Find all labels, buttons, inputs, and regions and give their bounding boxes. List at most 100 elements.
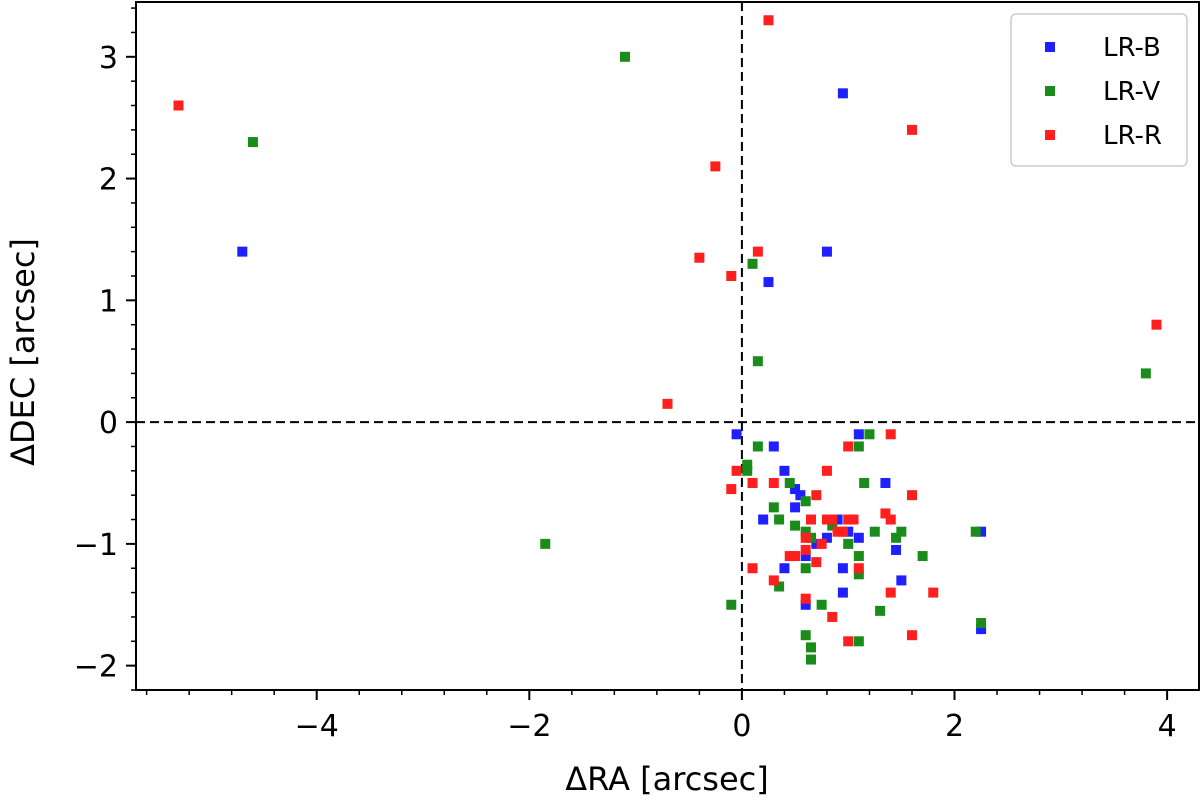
- point-lr-b: [800, 599, 811, 610]
- point-lr-r: [837, 526, 848, 537]
- point-lr-b: [763, 277, 774, 288]
- point-lr-r: [885, 587, 896, 598]
- point-lr-v: [917, 551, 928, 562]
- point-lr-r: [832, 526, 843, 537]
- point-lr-r: [800, 544, 811, 555]
- point-lr-r: [906, 490, 917, 501]
- point-lr-v: [869, 526, 880, 537]
- point-lr-r: [811, 557, 822, 568]
- point-lr-r: [848, 514, 859, 525]
- y-tick-label: 2: [99, 163, 118, 198]
- point-lr-r: [747, 563, 758, 574]
- point-lr-r: [752, 246, 763, 257]
- x-tick-label: 0: [732, 709, 751, 744]
- point-lr-r: [806, 514, 817, 525]
- point-lr-v: [853, 569, 864, 580]
- x-axis-label: ΔRA [arcsec]: [565, 760, 768, 798]
- legend: LR-B LR-V LR-R: [1010, 13, 1188, 167]
- point-lr-r: [173, 100, 184, 111]
- point-lr-v: [800, 496, 811, 507]
- point-lr-b: [811, 538, 822, 549]
- point-lr-b: [790, 484, 801, 495]
- point-lr-v: [726, 599, 737, 610]
- point-lr-b: [843, 526, 854, 537]
- point-lr-r: [731, 465, 742, 476]
- point-lr-r: [885, 514, 896, 525]
- point-lr-v: [752, 356, 763, 367]
- point-lr-r: [662, 398, 673, 409]
- data-points: [173, 15, 1162, 665]
- point-lr-v: [747, 258, 758, 269]
- point-lr-b: [976, 526, 987, 537]
- point-lr-v: [853, 441, 864, 452]
- point-lr-v: [806, 532, 817, 543]
- point-lr-r: [827, 514, 838, 525]
- point-lr-r: [694, 252, 705, 263]
- point-lr-v: [891, 532, 902, 543]
- point-lr-r: [726, 484, 737, 495]
- point-lr-r: [843, 514, 854, 525]
- y-tick-label: 1: [99, 284, 118, 319]
- legend-marker-lr-r: [1045, 130, 1055, 140]
- point-lr-v: [800, 526, 811, 537]
- point-lr-v: [806, 654, 817, 665]
- y-tick-label: 0: [99, 406, 118, 441]
- point-lr-r: [843, 636, 854, 647]
- point-lr-v: [540, 538, 551, 549]
- legend-marker-lr-v: [1045, 86, 1055, 96]
- point-lr-b: [758, 514, 769, 525]
- reference-lines: [136, 2, 1199, 690]
- x-tick-label: −4: [295, 709, 339, 744]
- point-lr-v: [742, 459, 753, 470]
- point-lr-b: [891, 544, 902, 555]
- point-lr-r: [827, 611, 838, 622]
- point-lr-r: [768, 477, 779, 488]
- y-tick-label: 3: [99, 41, 118, 76]
- point-lr-r: [906, 630, 917, 641]
- point-lr-r: [1151, 319, 1162, 330]
- point-lr-b: [795, 490, 806, 501]
- y-axis-label: ΔDEC [arcsec]: [4, 238, 42, 466]
- point-lr-b: [779, 563, 790, 574]
- point-lr-r: [710, 161, 721, 172]
- point-lr-r: [880, 508, 891, 519]
- point-lr-b: [779, 465, 790, 476]
- point-lr-v: [853, 551, 864, 562]
- point-lr-v: [816, 599, 827, 610]
- point-lr-b: [800, 551, 811, 562]
- point-lr-r: [885, 429, 896, 440]
- point-lr-r: [843, 441, 854, 452]
- point-lr-v: [976, 618, 987, 629]
- point-lr-r: [853, 563, 864, 574]
- point-lr-v: [774, 581, 785, 592]
- point-lr-r: [726, 270, 737, 281]
- point-lr-v: [806, 642, 817, 653]
- point-lr-b: [821, 532, 832, 543]
- point-lr-b: [731, 429, 742, 440]
- point-lr-v: [752, 441, 763, 452]
- y-tick-label: −1: [74, 528, 118, 563]
- point-lr-r: [816, 538, 827, 549]
- point-lr-r: [821, 514, 832, 525]
- point-lr-b: [237, 246, 248, 257]
- point-lr-r: [811, 490, 822, 501]
- point-lr-v: [875, 605, 886, 616]
- point-lr-v: [970, 526, 981, 537]
- x-tick-label: 4: [1158, 709, 1177, 744]
- point-lr-v: [1140, 368, 1151, 379]
- point-lr-v: [864, 429, 875, 440]
- legend-label-lr-r: LR-R: [1103, 121, 1162, 151]
- point-lr-b: [768, 441, 779, 452]
- point-lr-v: [843, 538, 854, 549]
- legend-label-lr-v: LR-V: [1103, 77, 1160, 107]
- plot-frame: [135, 1, 1200, 691]
- point-lr-r: [906, 124, 917, 135]
- point-lr-v: [853, 636, 864, 647]
- point-lr-b: [821, 246, 832, 257]
- point-lr-v: [827, 520, 838, 531]
- point-lr-v: [619, 51, 630, 62]
- point-lr-v: [800, 563, 811, 574]
- point-lr-v: [784, 477, 795, 488]
- point-lr-r: [784, 551, 795, 562]
